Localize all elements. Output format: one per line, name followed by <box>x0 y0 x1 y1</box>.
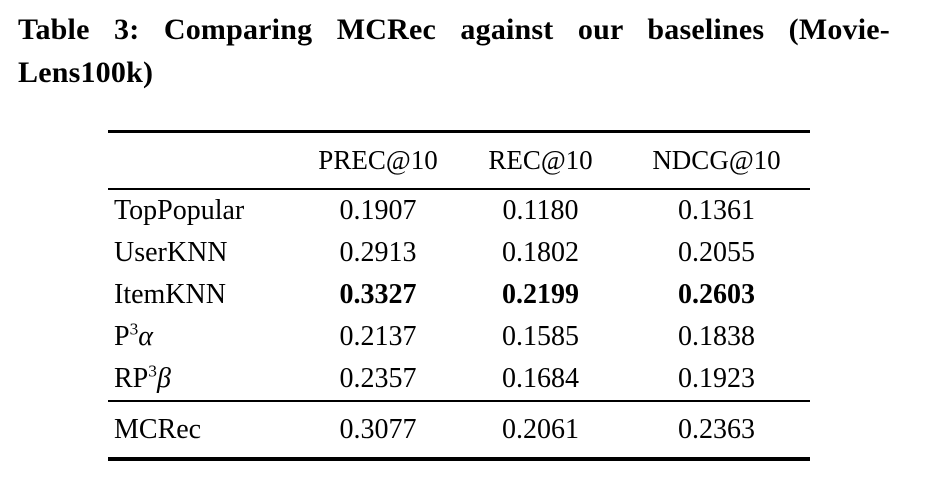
method-greek-symbol: β <box>156 363 171 394</box>
table-row-rp3beta: RP3β 0.2357 0.1684 0.1923 <box>108 358 810 401</box>
value-rec10: 0.1684 <box>502 363 579 394</box>
table-row-itemknn: ItemKNN 0.3327 0.2199 0.2603 <box>108 274 810 316</box>
value-rec10: 0.2061 <box>458 400 623 459</box>
value-prec10: 0.3327 <box>339 279 417 310</box>
value-prec10: 0.2913 <box>339 237 417 268</box>
table-row-mcrec: MCRec 0.3077 0.2061 0.2363 <box>108 400 810 459</box>
table-caption: Table 3: Comparing MCRec against our bas… <box>18 8 890 94</box>
method-name-text: RP <box>114 363 149 394</box>
value-prec10: 0.2357 <box>339 363 417 394</box>
method-greek-symbol: α <box>138 321 153 352</box>
method-name-text: ItemKNN <box>114 279 226 310</box>
value-prec10: 0.2137 <box>339 321 417 352</box>
value-prec10: 0.1907 <box>339 195 417 226</box>
table-row-p3alpha: P3α 0.2137 0.1585 0.1838 <box>108 316 810 358</box>
value-prec10: 0.3077 <box>298 400 458 459</box>
caption-line-2: Lens100k) <box>18 56 154 89</box>
method-label: ItemKNN <box>108 274 298 316</box>
method-name-text: P <box>114 321 130 352</box>
method-name-text: MCRec <box>114 413 202 445</box>
header-ndcg10: NDCG@10 <box>623 131 810 190</box>
value-ndcg10: 0.2363 <box>623 400 810 459</box>
method-label: UserKNN <box>108 232 298 274</box>
table-row-toppopular: TopPopular 0.1907 0.1180 0.1361 <box>108 189 810 232</box>
value-rec10: 0.1180 <box>502 195 579 226</box>
method-name-text: UserKNN <box>114 237 228 268</box>
value-ndcg10: 0.2055 <box>678 237 755 268</box>
value-ndcg10: 0.1923 <box>678 363 755 394</box>
value-rec10: 0.1802 <box>502 237 579 268</box>
value-rec10: 0.2199 <box>502 279 579 310</box>
value-ndcg10: 0.1838 <box>678 321 755 352</box>
header-prec10: PREC@10 <box>298 131 458 190</box>
table-row-userknn: UserKNN 0.2913 0.1802 0.2055 <box>108 232 810 274</box>
header-row: PREC@10 REC@10 NDCG@10 <box>108 131 810 190</box>
method-label: RP3β <box>108 358 298 401</box>
method-name-text: TopPopular <box>114 195 245 226</box>
method-label: P3α <box>108 316 298 358</box>
method-superscript: 3 <box>148 361 157 381</box>
caption-line-1: Table 3: Comparing MCRec against our bas… <box>18 13 890 46</box>
value-rec10: 0.1585 <box>502 321 579 352</box>
method-superscript: 3 <box>129 319 139 339</box>
method-label: MCRec <box>108 400 298 459</box>
header-rec10: REC@10 <box>458 131 623 190</box>
value-ndcg10: 0.1361 <box>678 195 755 226</box>
method-label: TopPopular <box>108 189 298 232</box>
results-table: PREC@10 REC@10 NDCG@10 TopPopular 0.1907… <box>108 130 810 461</box>
value-ndcg10: 0.2603 <box>678 279 755 310</box>
header-empty-cell <box>108 131 298 190</box>
